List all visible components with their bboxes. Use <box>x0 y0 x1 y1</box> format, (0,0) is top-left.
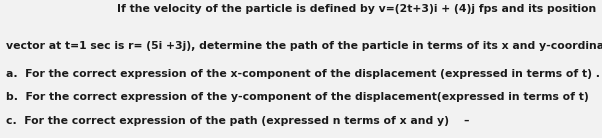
Text: b.  For the correct expression of the y-component of the displacement(expressed : b. For the correct expression of the y-c… <box>6 92 602 102</box>
Text: vector at t=1 sec is r= (5i +3j), determine the path of the particle in terms of: vector at t=1 sec is r= (5i +3j), determ… <box>6 41 602 51</box>
Text: If the velocity of the particle is defined by v=(2t+3)i + (4)j fps and its posit: If the velocity of the particle is defin… <box>117 4 596 14</box>
Text: a.  For the correct expression of the x-component of the displacement (expressed: a. For the correct expression of the x-c… <box>6 69 600 79</box>
Text: c.  For the correct expression of the path (expressed n terms of x and y)    –: c. For the correct expression of the pat… <box>6 116 470 126</box>
